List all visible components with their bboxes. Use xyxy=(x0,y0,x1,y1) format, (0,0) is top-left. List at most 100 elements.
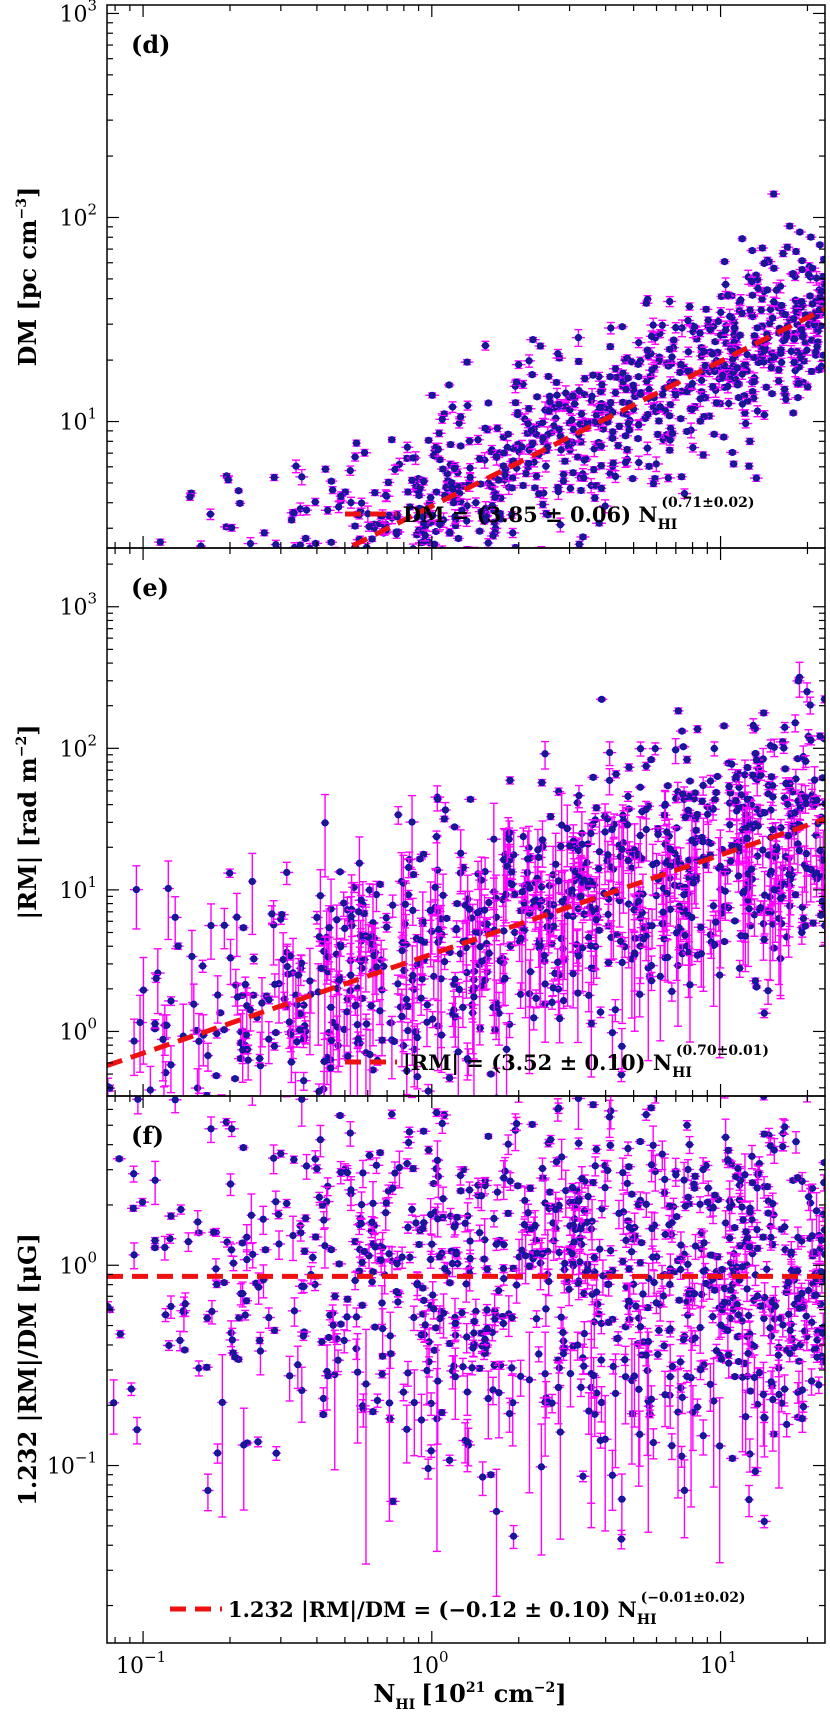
data-point xyxy=(748,291,757,299)
panel-label: (d) xyxy=(131,30,171,59)
data-point xyxy=(237,637,244,644)
data-point xyxy=(702,305,710,313)
data-point xyxy=(767,364,775,372)
data-point xyxy=(500,449,508,457)
data-point xyxy=(729,460,738,468)
data-point xyxy=(428,571,435,578)
data-point xyxy=(789,270,797,278)
data-point xyxy=(407,566,414,573)
data-point xyxy=(738,309,746,318)
data-point xyxy=(528,371,536,379)
data-point xyxy=(781,310,789,319)
data-point xyxy=(206,641,213,648)
data-point xyxy=(580,474,588,482)
data-point xyxy=(701,362,709,370)
data-point xyxy=(629,475,637,483)
data-point xyxy=(321,465,330,473)
data-point xyxy=(234,637,241,644)
data-point xyxy=(738,370,746,378)
data-point xyxy=(770,264,778,272)
data-point xyxy=(297,581,304,588)
data-point xyxy=(624,374,632,382)
data-point xyxy=(259,577,266,584)
data-point xyxy=(666,436,674,444)
panel-d: 101 102 103 (d) DM [pc cm−3] DM = (3.85 ± 0.0… xyxy=(13,0,826,653)
data-point xyxy=(406,503,414,511)
data-point xyxy=(477,508,485,516)
data-point xyxy=(299,569,306,576)
data-point xyxy=(389,563,396,570)
data-point xyxy=(185,606,192,613)
data-point xyxy=(511,399,520,407)
data-point xyxy=(481,341,490,350)
data-point xyxy=(555,400,563,409)
data-point xyxy=(466,473,474,481)
data-point xyxy=(588,392,596,400)
data-point xyxy=(255,595,262,602)
data-point xyxy=(689,443,697,452)
data-point xyxy=(532,472,541,480)
data-point xyxy=(155,646,162,653)
data-point xyxy=(725,399,733,408)
data-point xyxy=(598,381,606,389)
data-point xyxy=(481,516,489,524)
data-point xyxy=(298,573,305,580)
data-point xyxy=(544,511,552,519)
data-point xyxy=(195,597,202,604)
data-point xyxy=(544,372,553,381)
data-point xyxy=(666,297,674,306)
data-point xyxy=(783,243,791,251)
data-point xyxy=(309,552,316,559)
data-point xyxy=(664,474,672,482)
data-point xyxy=(668,353,676,361)
data-point xyxy=(504,430,512,438)
data-point xyxy=(608,434,617,442)
data-point xyxy=(816,241,824,249)
data-point xyxy=(299,629,306,636)
data-point xyxy=(236,499,244,507)
data-point xyxy=(566,484,575,493)
data-point xyxy=(266,576,273,583)
data-point xyxy=(791,335,799,343)
data-point xyxy=(596,403,604,412)
data-point xyxy=(552,378,561,387)
data-point xyxy=(658,390,667,399)
data-point xyxy=(704,316,712,324)
data-point xyxy=(625,426,634,434)
data-point xyxy=(328,586,335,593)
data-point xyxy=(808,264,817,272)
data-point xyxy=(493,424,502,432)
data-point xyxy=(262,572,269,579)
data-point xyxy=(197,542,205,548)
data-point xyxy=(163,602,170,609)
data-point xyxy=(368,535,376,543)
data-point xyxy=(618,323,626,331)
data-point xyxy=(752,474,760,482)
data-point xyxy=(819,351,825,359)
data-point xyxy=(213,588,220,595)
data-point xyxy=(554,350,562,358)
data-point xyxy=(378,573,385,580)
data-point xyxy=(745,462,753,470)
data-point xyxy=(636,390,644,398)
data-point xyxy=(709,383,717,391)
data-point xyxy=(798,298,806,306)
data-point xyxy=(258,643,265,650)
data-point xyxy=(770,353,779,361)
data-point xyxy=(359,607,366,614)
data-point xyxy=(772,286,781,294)
data-point xyxy=(649,479,658,488)
data-point xyxy=(539,500,547,509)
data-point xyxy=(253,595,260,602)
data-point xyxy=(231,618,238,625)
data-point xyxy=(464,401,472,410)
data-point xyxy=(569,469,577,477)
data-point xyxy=(451,512,459,521)
data-point xyxy=(589,371,597,379)
data-point xyxy=(677,360,685,369)
data-point xyxy=(611,389,620,397)
data-point xyxy=(812,274,821,282)
data-point xyxy=(808,300,817,308)
data-point xyxy=(770,944,778,952)
data-point xyxy=(696,329,704,337)
